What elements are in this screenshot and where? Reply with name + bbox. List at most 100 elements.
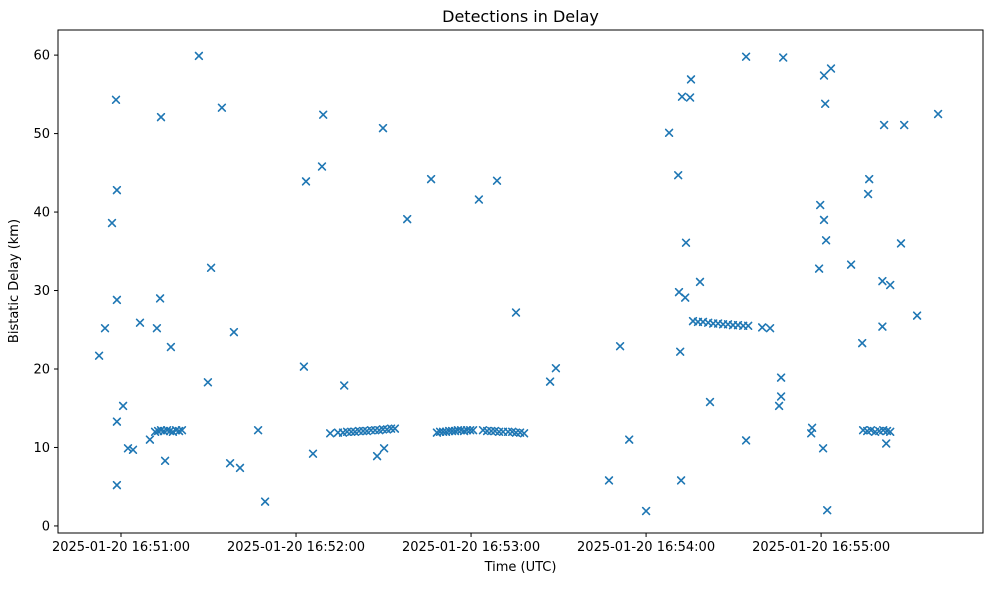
axes-spines [57,29,984,534]
detection-marker [155,294,165,303]
detection-marker [156,112,166,122]
detection-marker [741,52,751,61]
detection-marker [681,293,690,302]
detection-marker [166,342,176,352]
detection-marker [111,95,121,104]
detection-marker [677,92,687,101]
detection-marker [340,381,349,390]
detection-marker [807,423,817,432]
detection-marker [816,200,825,210]
detection-marker [676,347,685,356]
detection-marker [819,71,829,80]
chart-title: Detections in Delay [442,7,599,26]
y-axis-tick-label: 0 [42,519,50,534]
detection-marker [301,177,311,186]
detection-marker [900,120,909,130]
x-axis-label: Time (UTC) [484,560,557,575]
detection-marker [776,392,786,401]
detection-marker [177,426,187,435]
detection-marker [551,364,561,373]
detection-marker [206,263,216,272]
detection-marker [378,123,388,133]
detection-marker [112,295,122,305]
detection-marker [879,120,889,130]
detection-marker [118,401,128,411]
detection-marker [886,280,895,290]
detection-marker [695,277,705,287]
detection-marker [878,322,887,331]
detection-marker [145,435,155,444]
detection-marker [229,327,239,337]
detection-marker [445,426,454,436]
detection-marker [253,426,263,435]
detection-marker [466,426,475,435]
y-axis-tick-label: 30 [33,284,50,299]
detection-marker [779,53,788,62]
detection-marker [818,444,828,453]
detection-marker [235,463,245,473]
detection-marker [160,456,170,465]
detection-marker [403,214,412,224]
detection-marker [390,424,400,433]
detection-marker [821,236,831,245]
detection-marker [462,426,472,435]
detection-marker [863,189,873,199]
detection-marker [882,439,891,448]
detection-marker [776,373,786,382]
detection-marker [826,64,836,73]
y-axis-label: Bistatic Delay (km) [7,218,22,344]
detection-marker [858,338,867,348]
detection-marker [886,427,895,436]
detection-marker [821,99,830,108]
detection-marker [865,174,874,184]
detection-marker [317,162,327,171]
detection-marker [152,324,162,333]
detection-marker [604,476,614,485]
x-axis-tick-label: 2025-01-20 16:53:00 [402,540,540,555]
detection-marker [664,128,674,137]
detection-marker [866,426,876,435]
detection-marker [705,397,715,407]
detection-marker [681,238,691,247]
detection-marker [814,264,824,273]
detection-marker [878,276,887,286]
detection-marker [519,429,529,438]
detection-marker [435,427,445,436]
detection-marker [379,444,389,453]
detection-marker [128,445,138,454]
detection-marker [741,436,751,445]
y-axis-tick-label: 60 [33,49,50,64]
detection-marker [468,426,478,435]
detection-marker [319,110,328,119]
detection-marker [474,195,484,204]
detection-marker [135,318,145,327]
detection-marker [260,497,270,506]
detection-marker [896,239,906,248]
detection-marker [686,75,696,84]
detection-marker [426,174,436,184]
detection-marker [676,476,686,485]
detection-marker [100,324,110,333]
detection-marker [744,321,753,330]
y-axis-tick-label: 50 [33,127,50,142]
detection-marker [912,311,922,320]
detection-marker [372,451,382,461]
detection-marker [94,351,104,360]
detection-marker [308,449,318,458]
y-axis-tick-label: 20 [33,362,50,377]
detection-marker [674,171,683,180]
detection-marker [615,342,625,351]
detection-marker [194,51,204,61]
detection-marker [765,324,775,333]
detection-marker [774,401,784,411]
x-axis-tick-label: 2025-01-20 16:51:00 [52,540,190,555]
detection-marker [492,176,502,185]
detection-marker [217,103,227,112]
x-axis: 2025-01-20 16:51:00 2025-01-20 16:52:00 20… [52,533,890,555]
x-axis-tick-label: 2025-01-20 16:54:00 [577,540,715,555]
detection-marker [846,260,856,269]
detection-marker [823,506,832,515]
detection-marker [641,506,651,516]
